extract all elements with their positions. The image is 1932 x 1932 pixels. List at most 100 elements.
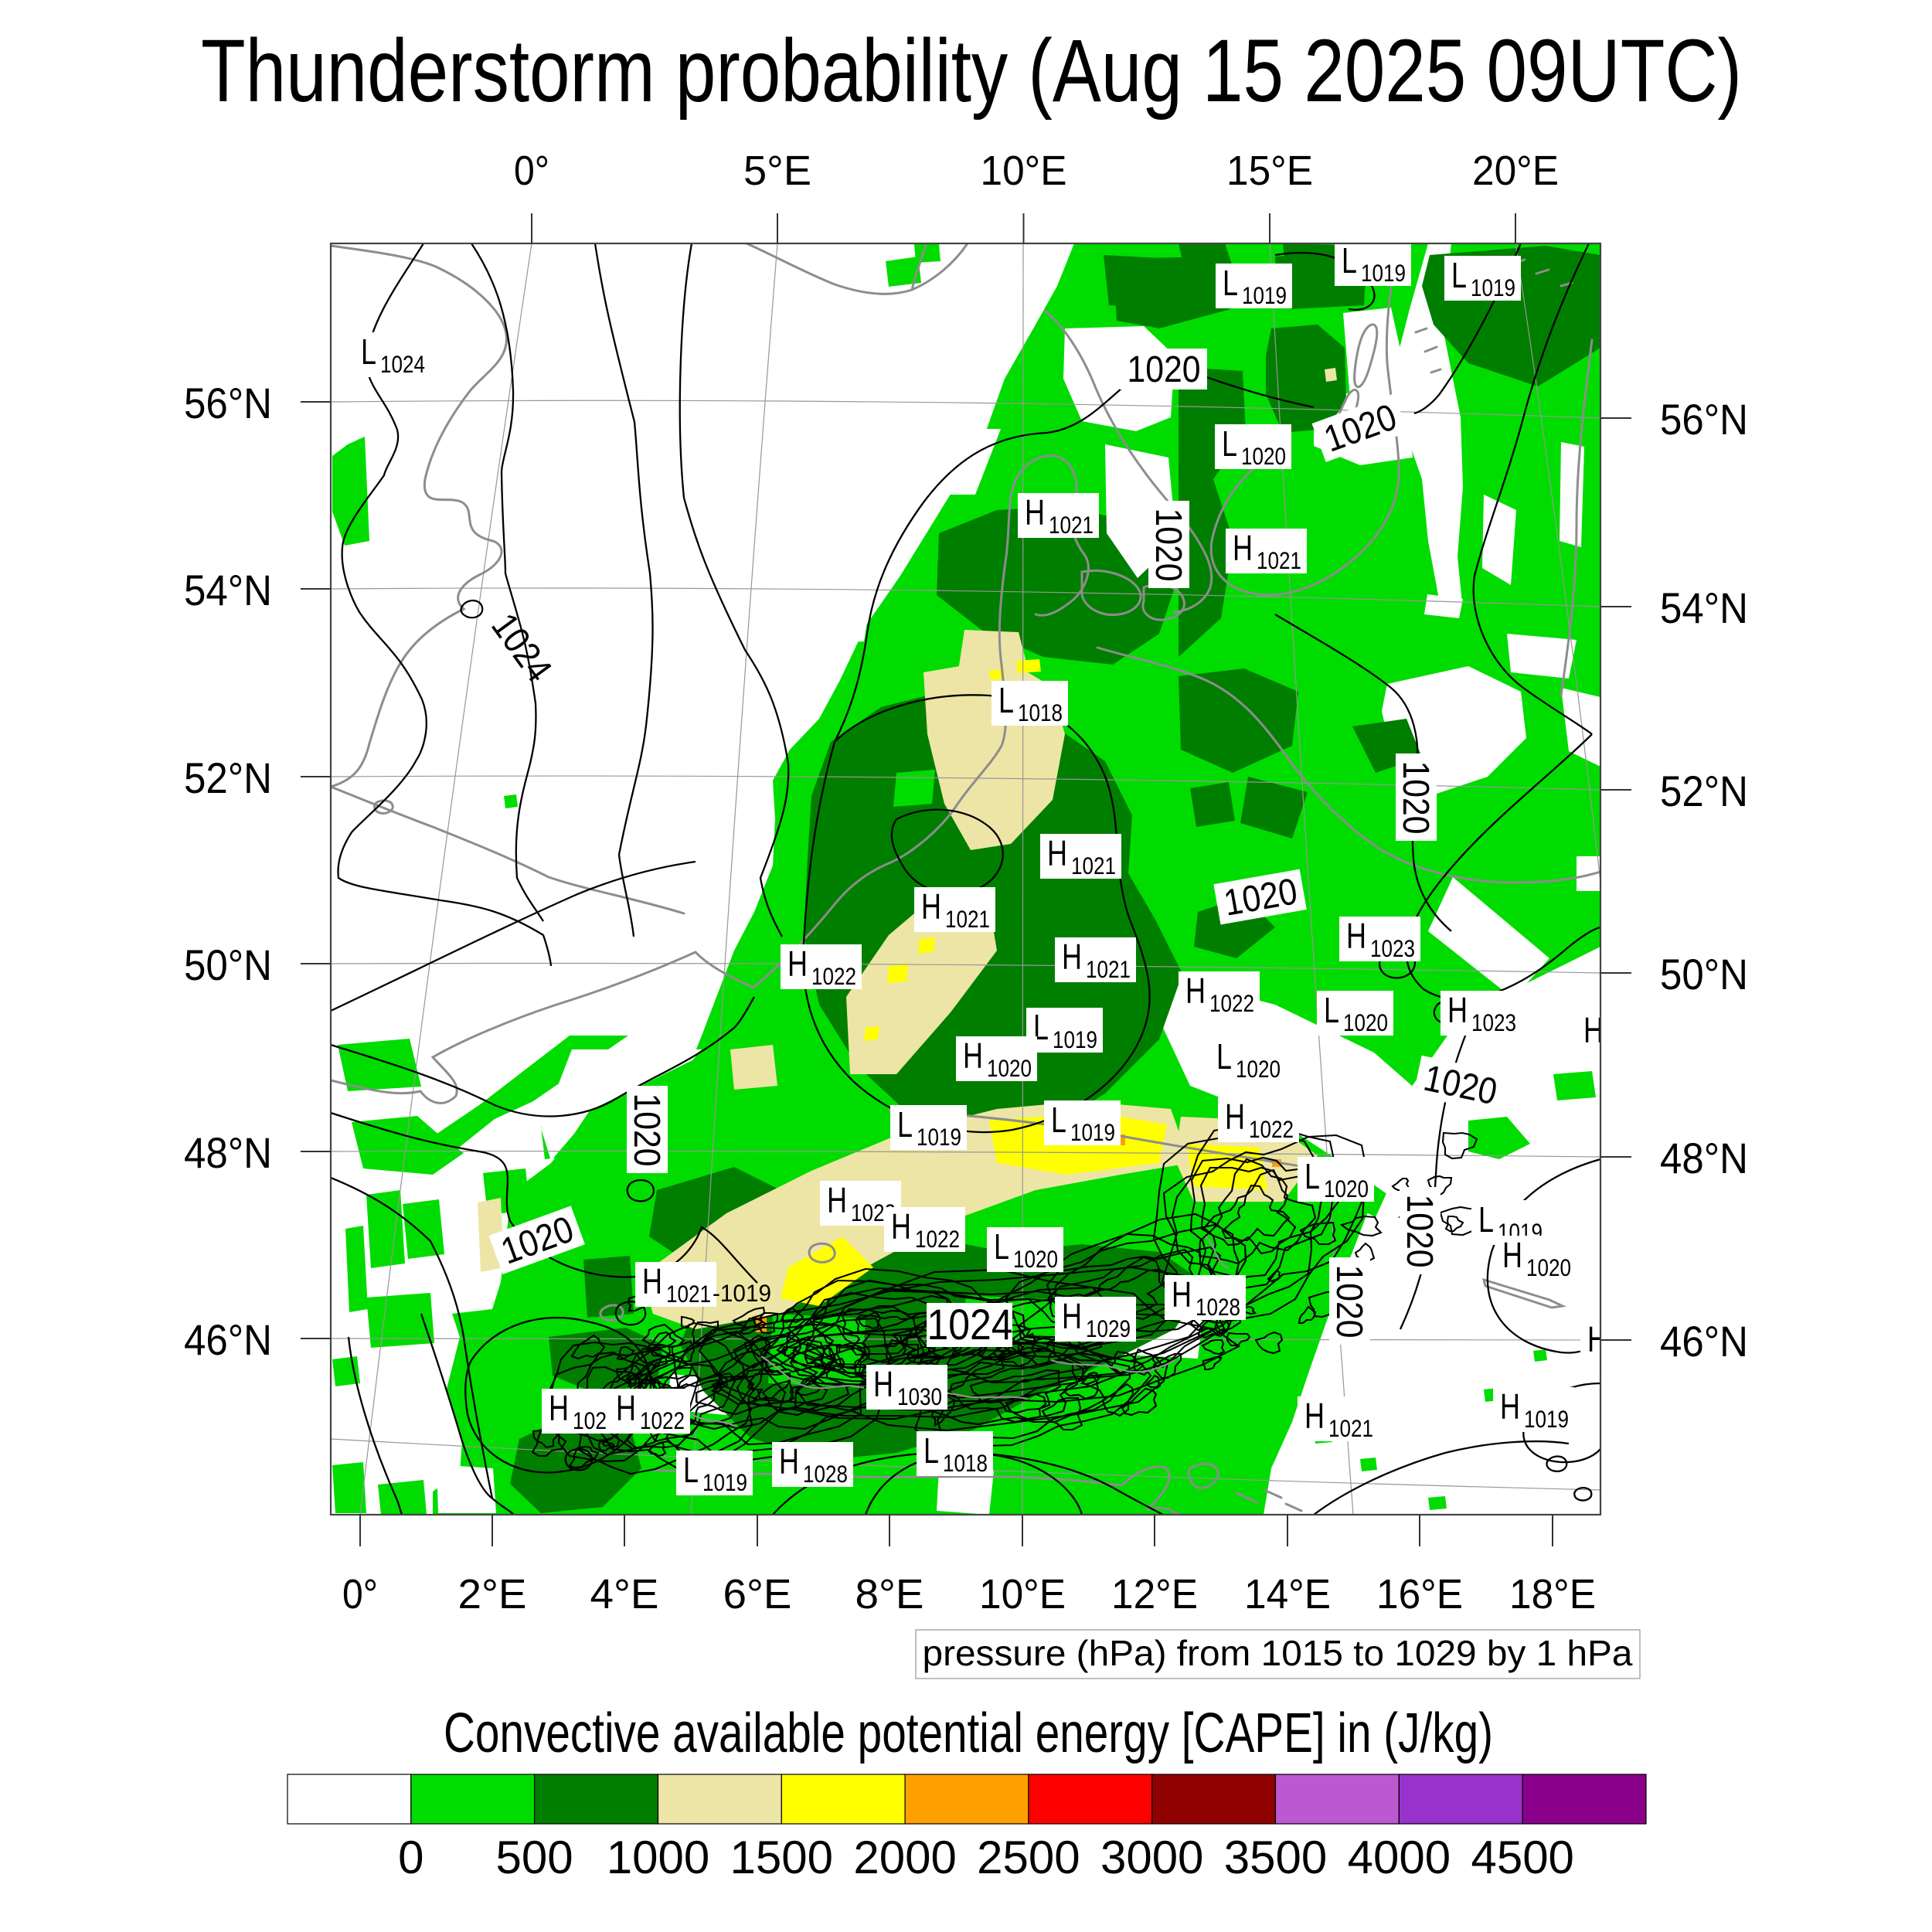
svg-text:1022: 1022 — [640, 1406, 685, 1434]
svg-text:0°: 0° — [342, 1571, 378, 1617]
svg-text:500: 500 — [496, 1832, 573, 1883]
svg-text:H: H — [1185, 971, 1206, 1011]
svg-text:1020: 1020 — [987, 1054, 1032, 1082]
svg-text:1019: 1019 — [917, 1123, 961, 1151]
svg-text:L: L — [1451, 255, 1467, 295]
svg-text:14°E: 14°E — [1244, 1571, 1331, 1617]
svg-text:L: L — [361, 332, 376, 372]
svg-text:1018: 1018 — [1018, 699, 1063, 726]
svg-text:H: H — [616, 1388, 636, 1428]
svg-text:Thunderstorm probability (Aug: Thunderstorm probability (Aug 15 2025 09… — [201, 22, 1742, 121]
svg-text:1021: 1021 — [1071, 852, 1116, 879]
svg-text:1020: 1020 — [1013, 1245, 1058, 1273]
svg-text:1019: 1019 — [1053, 1026, 1097, 1053]
svg-text:1022: 1022 — [1209, 989, 1254, 1017]
svg-text:1500: 1500 — [730, 1832, 833, 1883]
svg-text:10°E: 10°E — [981, 148, 1067, 194]
svg-text:15°E: 15°E — [1226, 148, 1313, 194]
svg-text:1021: 1021 — [1328, 1414, 1373, 1442]
svg-text:L: L — [897, 1104, 913, 1145]
svg-text:0°: 0° — [514, 148, 549, 194]
svg-text:H: H — [787, 944, 808, 984]
svg-text:H: H — [873, 1364, 893, 1404]
svg-text:1024: 1024 — [380, 350, 425, 378]
svg-text:18°E: 18°E — [1509, 1571, 1596, 1617]
svg-text:1028: 1028 — [803, 1460, 848, 1488]
svg-text:L: L — [1304, 1156, 1320, 1196]
svg-text:H: H — [1047, 833, 1067, 873]
svg-text:H: H — [1304, 1396, 1325, 1436]
svg-text:2°E: 2°E — [458, 1571, 527, 1617]
svg-text:102: 102 — [573, 1406, 607, 1434]
svg-text:L: L — [998, 680, 1014, 720]
svg-text:H: H — [1346, 916, 1366, 956]
svg-text:50°N: 50°N — [184, 940, 272, 989]
svg-text:2000: 2000 — [853, 1832, 956, 1883]
svg-text:46°N: 46°N — [184, 1315, 272, 1364]
svg-text:L: L — [1216, 1036, 1232, 1077]
svg-text:54°N: 54°N — [1660, 583, 1748, 632]
svg-text:3500: 3500 — [1224, 1832, 1327, 1883]
svg-text:56°N: 56°N — [1660, 395, 1748, 444]
svg-text:H: H — [642, 1261, 662, 1301]
svg-text:1029: 1029 — [1086, 1315, 1131, 1342]
svg-text:1020: 1020 — [1324, 1175, 1369, 1202]
svg-text:1020: 1020 — [626, 1094, 667, 1167]
svg-text:1019: 1019 — [1524, 1405, 1569, 1433]
svg-text:H: H — [779, 1441, 799, 1481]
svg-text:1019: 1019 — [1361, 259, 1406, 287]
svg-text:L: L — [1223, 263, 1238, 303]
svg-text:2500: 2500 — [977, 1832, 1080, 1883]
svg-text:1020: 1020 — [1343, 1009, 1388, 1036]
svg-text:4°E: 4°E — [590, 1571, 659, 1617]
svg-text:H: H — [1447, 990, 1468, 1030]
svg-text:L: L — [1342, 240, 1357, 281]
svg-text:1020: 1020 — [1328, 1265, 1369, 1338]
svg-text:52°N: 52°N — [184, 753, 272, 802]
svg-text:H: H — [1025, 492, 1045, 532]
svg-text:10°E: 10°E — [979, 1571, 1066, 1617]
svg-text:H: H — [549, 1388, 569, 1428]
svg-text:48°N: 48°N — [1660, 1134, 1748, 1182]
svg-text:16°E: 16°E — [1376, 1571, 1463, 1617]
svg-text:50°N: 50°N — [1660, 950, 1748, 998]
svg-text:L: L — [1222, 423, 1237, 464]
svg-text:H: H — [1062, 937, 1082, 977]
svg-text:4000: 4000 — [1348, 1832, 1451, 1883]
svg-text:H: H — [1225, 1097, 1245, 1137]
svg-text:1020: 1020 — [1399, 1195, 1440, 1268]
svg-text:1023: 1023 — [1471, 1009, 1516, 1036]
svg-text:1021: 1021 — [945, 905, 990, 933]
svg-text:1020: 1020 — [1395, 761, 1436, 835]
svg-text:1020: 1020 — [1236, 1055, 1281, 1083]
svg-text:1020: 1020 — [1526, 1253, 1571, 1281]
svg-text:8°E: 8°E — [855, 1571, 924, 1617]
svg-text:L: L — [1051, 1100, 1066, 1140]
svg-text:H: H — [921, 886, 941, 927]
svg-text:48°N: 48°N — [184, 1128, 272, 1177]
svg-text:56°N: 56°N — [184, 379, 272, 427]
svg-text:H: H — [1062, 1296, 1082, 1336]
svg-text:1021: 1021 — [1257, 546, 1301, 574]
svg-text:H: H — [891, 1206, 911, 1247]
svg-text:0: 0 — [398, 1832, 423, 1883]
svg-text:1000: 1000 — [607, 1832, 709, 1883]
svg-text:1019: 1019 — [702, 1468, 747, 1496]
svg-text:6°E: 6°E — [723, 1571, 792, 1617]
svg-text:Convective available potential: Convective available potential energy [C… — [444, 1702, 1493, 1764]
svg-text:1019: 1019 — [1242, 281, 1287, 309]
svg-text:-1019: -1019 — [713, 1279, 771, 1307]
svg-text:1022: 1022 — [1249, 1115, 1294, 1143]
svg-text:H: H — [1587, 1319, 1607, 1359]
svg-text:H: H — [1233, 528, 1253, 568]
svg-text:H: H — [827, 1180, 847, 1220]
svg-text:L: L — [1478, 1199, 1494, 1240]
svg-text:1021: 1021 — [666, 1280, 711, 1308]
svg-text:1024: 1024 — [927, 1300, 1013, 1349]
svg-text:H: H — [1502, 1235, 1522, 1275]
svg-text:52°N: 52°N — [1660, 767, 1748, 815]
svg-text:46°N: 46°N — [1660, 1317, 1748, 1366]
svg-text:1021: 1021 — [1086, 955, 1131, 983]
svg-text:1019: 1019 — [1070, 1118, 1115, 1146]
svg-text:1030: 1030 — [897, 1383, 942, 1410]
